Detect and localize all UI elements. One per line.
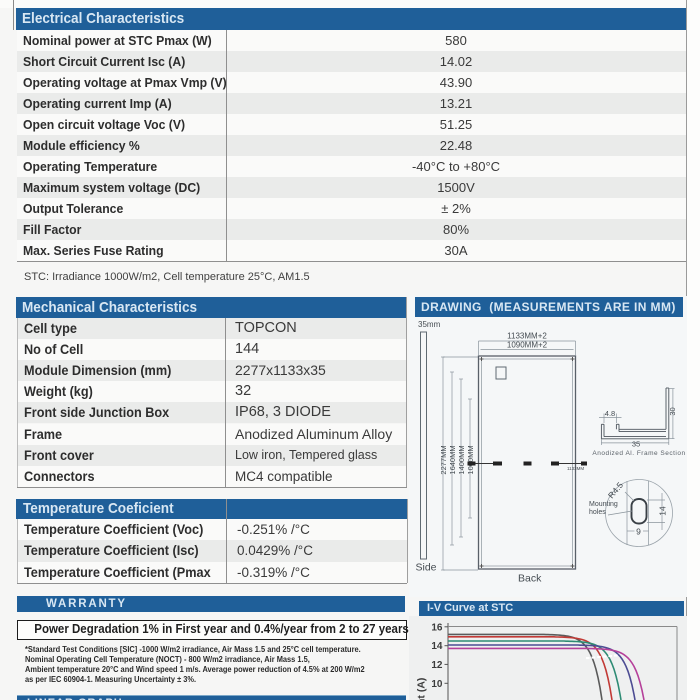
svg-text:R4.5: R4.5 [606,480,625,500]
svg-text:4.8: 4.8 [605,409,615,418]
svg-text:1000MM: 1000MM [466,445,475,474]
svg-text:35: 35 [632,440,640,449]
svg-text:35mm: 35mm [418,320,441,329]
svg-text:14: 14 [431,641,443,652]
svg-text:14: 14 [658,506,668,516]
svg-text:1133MM: 1133MM [567,466,584,471]
svg-text:Mounting: Mounting [589,501,618,508]
svg-text:Anodized Al. Frame Section: Anodized Al. Frame Section [592,450,685,457]
svg-text:2277MM: 2277MM [439,445,448,474]
svg-text:30: 30 [668,407,677,415]
svg-text:1640MM: 1640MM [448,445,457,474]
svg-text:1133MM+2: 1133MM+2 [507,332,547,341]
svg-text:Back: Back [518,573,542,585]
svg-text:Current (A): Current (A) [416,678,428,700]
svg-text:holes: holes [589,509,606,516]
svg-text:16: 16 [431,622,443,633]
svg-text:1400MM: 1400MM [457,445,466,474]
svg-text:9: 9 [636,527,641,537]
svg-text:10: 10 [431,679,443,690]
svg-text:1090MM+2: 1090MM+2 [507,341,548,350]
svg-text:12: 12 [431,660,443,671]
svg-text:Side: Side [416,562,437,574]
